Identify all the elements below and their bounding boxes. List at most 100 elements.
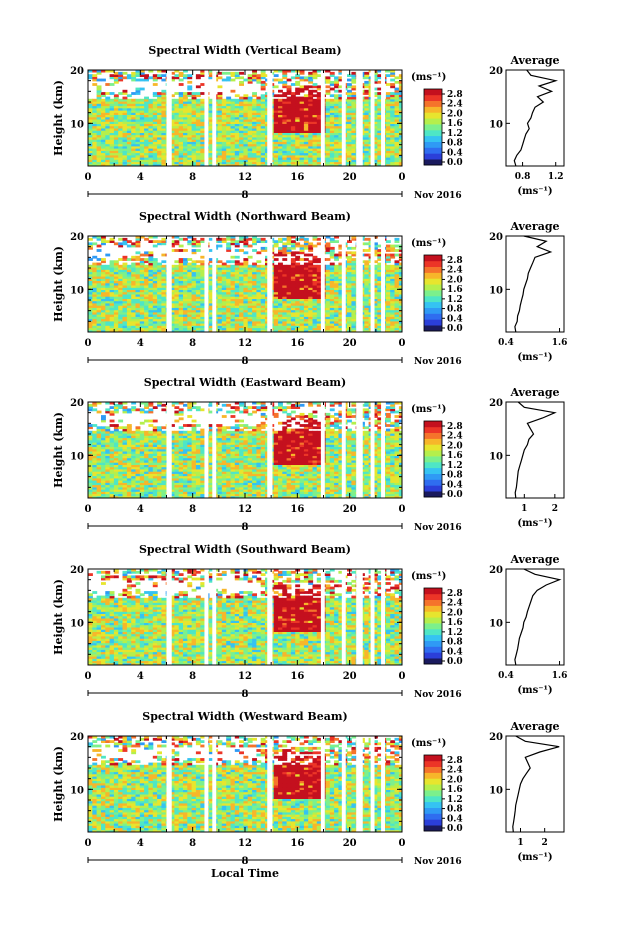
heatmap-cell <box>303 112 309 115</box>
heatmap-cell <box>256 96 262 100</box>
heatmap-cell <box>92 107 98 111</box>
heatmap-cell <box>260 269 266 273</box>
heatmap-cell <box>338 105 344 109</box>
heatmap-cell <box>243 163 249 166</box>
heatmap-cell <box>247 327 253 331</box>
heatmap-cell <box>135 132 141 136</box>
heatmap-cell <box>260 316 266 320</box>
heatmap-cell <box>351 302 357 306</box>
heatmap-cell <box>195 271 201 275</box>
heatmap-cell <box>351 291 357 295</box>
heatmap-cell <box>178 110 184 113</box>
heatmap-cell <box>96 157 102 160</box>
heatmap-cell <box>118 307 124 311</box>
heatmap-cell <box>398 289 402 293</box>
heatmap-cell <box>221 318 227 322</box>
heatmap-cell <box>139 269 145 273</box>
heatmap-cell <box>308 161 314 165</box>
heatmap-cell <box>398 293 402 297</box>
heatmap-cell <box>126 150 132 154</box>
heatmap-cell <box>325 76 331 80</box>
heatmap-cell <box>157 123 162 127</box>
heatmap-cell <box>316 163 322 166</box>
heatmap-cell <box>385 291 391 295</box>
heatmap-cell <box>217 267 223 270</box>
heatmap-cell <box>347 112 352 115</box>
heatmap-cell <box>278 269 283 273</box>
heatmap-cell <box>144 110 149 113</box>
heatmap-cell <box>286 85 292 89</box>
heatmap-cell <box>260 74 266 77</box>
heatmap-cell <box>286 127 292 131</box>
heatmap-cell <box>101 285 106 288</box>
heatmap-cell <box>118 119 124 122</box>
heatmap-cell <box>161 110 167 113</box>
heatmap-cell <box>105 143 111 147</box>
heatmap-cell <box>221 262 227 266</box>
heatmap-cell <box>200 262 206 266</box>
heatmap-cell <box>373 271 378 275</box>
heatmap-cell <box>221 316 227 320</box>
heatmap-cell <box>113 307 119 311</box>
heatmap-cell <box>234 157 240 160</box>
heatmap-cell <box>347 316 352 320</box>
heatmap-cell <box>122 285 128 288</box>
heatmap-cell <box>96 78 102 82</box>
heatmap-cell <box>377 96 383 100</box>
heatmap-cell <box>178 94 184 98</box>
heatmap-cell <box>373 132 378 136</box>
heatmap-cell <box>221 273 227 277</box>
heatmap-cell <box>308 318 314 322</box>
heatmap-cell <box>96 154 102 158</box>
colorbar-unit: (ms⁻¹) <box>411 72 446 83</box>
heatmap-cell <box>183 280 188 284</box>
heatmap-cell <box>157 145 162 149</box>
heatmap-cell <box>122 127 128 131</box>
heatmap-cell <box>377 305 383 308</box>
heatmap-cell <box>200 278 206 281</box>
heatmap-cell <box>364 148 370 151</box>
heatmap-cell <box>334 119 339 122</box>
heatmap-cell <box>351 71 357 75</box>
heatmap-cell <box>217 161 223 165</box>
heatmap-cell <box>96 152 102 156</box>
heatmap-cell <box>174 278 180 281</box>
heatmap-cell <box>157 157 162 160</box>
heatmap-cell <box>126 327 132 331</box>
heatmap-cell <box>243 278 249 281</box>
heatmap-cell <box>338 107 344 111</box>
heatmap-cell <box>122 92 128 95</box>
heatmap-cell <box>325 264 331 268</box>
heatmap-cell <box>221 320 227 324</box>
heatmap-cell <box>385 305 391 308</box>
heatmap-cell <box>152 112 158 115</box>
heatmap-cell <box>316 305 322 308</box>
heatmap-cell <box>135 130 141 133</box>
heatmap-cell <box>101 314 106 317</box>
heatmap-cell <box>191 314 197 317</box>
heatmap-cell <box>200 127 206 131</box>
heatmap-cell <box>161 305 167 308</box>
heatmap-cell <box>325 152 331 156</box>
heatmap-cell <box>398 316 402 320</box>
heatmap-cell <box>252 92 257 95</box>
heatmap-cell <box>303 110 309 113</box>
heatmap-cell <box>239 302 244 306</box>
heatmap-cell <box>170 148 175 151</box>
heatmap-cell <box>135 101 141 104</box>
heatmap-cell <box>139 125 145 129</box>
heatmap-cell <box>178 314 184 317</box>
heatmap-cell <box>191 311 197 315</box>
heatmap-cell <box>96 267 102 270</box>
heatmap-cell <box>139 309 145 313</box>
heatmap-cell <box>101 78 106 82</box>
heatmap-cell <box>394 132 400 136</box>
heatmap-cell <box>191 323 197 326</box>
heatmap-cell <box>299 98 305 102</box>
heatmap-cell <box>191 318 197 322</box>
heatmap-cell <box>338 89 344 93</box>
heatmap-cell <box>282 134 288 138</box>
heatmap-cell <box>139 130 145 133</box>
heatmap-cell <box>105 316 111 320</box>
heatmap-cell <box>148 159 154 163</box>
